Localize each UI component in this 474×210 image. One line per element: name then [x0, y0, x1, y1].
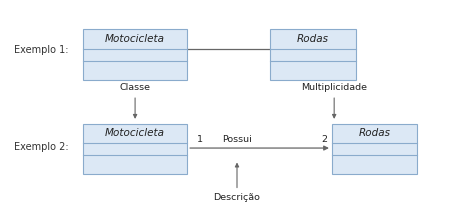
- Text: 1: 1: [197, 135, 203, 144]
- Text: Exemplo 1:: Exemplo 1:: [14, 45, 69, 55]
- Text: Motocicleta: Motocicleta: [105, 34, 165, 44]
- Text: Rodas: Rodas: [297, 34, 329, 44]
- Text: Multiplicidade: Multiplicidade: [301, 83, 367, 118]
- Text: Motocicleta: Motocicleta: [105, 129, 165, 138]
- Bar: [332, 124, 417, 174]
- Text: Descrição: Descrição: [214, 164, 260, 202]
- Text: Possui: Possui: [222, 135, 252, 144]
- Text: Rodas: Rodas: [358, 129, 391, 138]
- Bar: [83, 124, 187, 174]
- Bar: [270, 29, 356, 80]
- Text: Classe: Classe: [119, 83, 151, 118]
- Bar: [83, 29, 187, 80]
- Text: 2: 2: [322, 135, 328, 144]
- Text: Exemplo 2:: Exemplo 2:: [14, 142, 69, 152]
